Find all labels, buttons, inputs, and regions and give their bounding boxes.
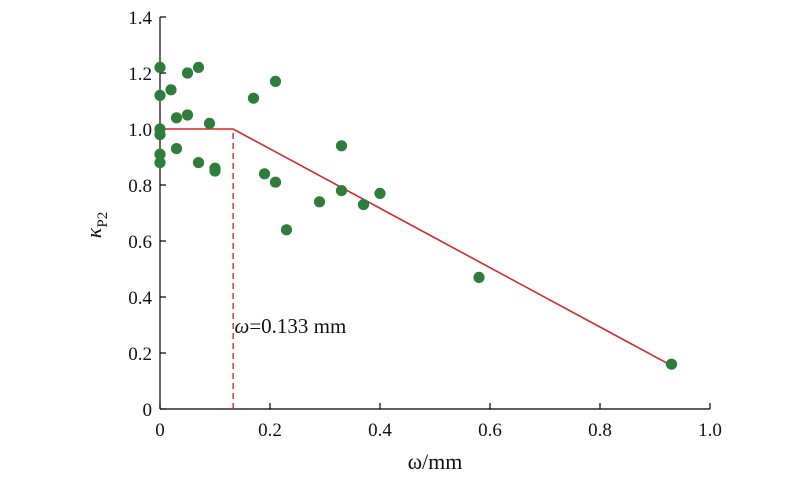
data-point [269,75,282,87]
data-point [154,61,166,73]
threshold-annotation-symbol: ω [235,314,250,338]
y-tick-label: 0 [143,400,153,421]
data-point [181,67,194,79]
axes: 0 0.2 0.4 0.6 0.8 1.0 0 0.2 0.4 0.6 0.8 1.0 1.2 1.4 [128,8,722,441]
x-tick-label: 1.0 [698,420,722,441]
y-axis-title-symbol: κ [81,227,106,238]
threshold-annotation-text: =0.133 mm [249,314,346,338]
data-point [203,117,216,129]
x-tick-label: 0 [155,420,165,441]
y-tick-label: 0.6 [128,232,152,253]
data-point [192,157,205,169]
data-point [374,187,386,199]
data-point [247,92,260,104]
y-tick-label: 1.0 [128,120,152,141]
data-point [280,224,293,236]
data-point [313,196,326,208]
x-tick-label: 0.4 [368,420,392,441]
data-point [154,148,166,160]
data-point [192,61,205,73]
y-tick-label: 1.4 [128,8,152,29]
data-point [170,143,183,155]
x-tick-label: 0.2 [258,420,282,441]
data-point [170,112,183,124]
data-point [154,129,166,141]
data-point [209,165,221,177]
y-axis-title-subscript: P2 [95,212,111,228]
data-point [154,89,166,101]
data-point [269,176,282,188]
y-axis-title: κP2 [81,212,111,238]
data-point [665,358,678,370]
x-axis-title: ω/mm [408,449,463,474]
y-tick-label: 0.4 [128,288,152,309]
x-tick-label: 0.8 [588,420,612,441]
data-point [335,140,348,152]
x-tick-label: 0.6 [478,420,502,441]
data-point [258,168,271,180]
data-point [165,84,177,96]
chart-marks [154,61,678,409]
data-point [181,109,194,121]
data-point [357,199,370,211]
fit-line [160,128,672,367]
data-point [335,185,348,197]
threshold-annotation: ω=0.133 mm [235,314,347,338]
y-tick-label: 1.2 [128,64,152,85]
data-point [154,157,166,169]
data-point [473,271,485,283]
y-tick-label: 0.2 [128,344,152,365]
y-tick-label: 0.8 [128,176,152,197]
